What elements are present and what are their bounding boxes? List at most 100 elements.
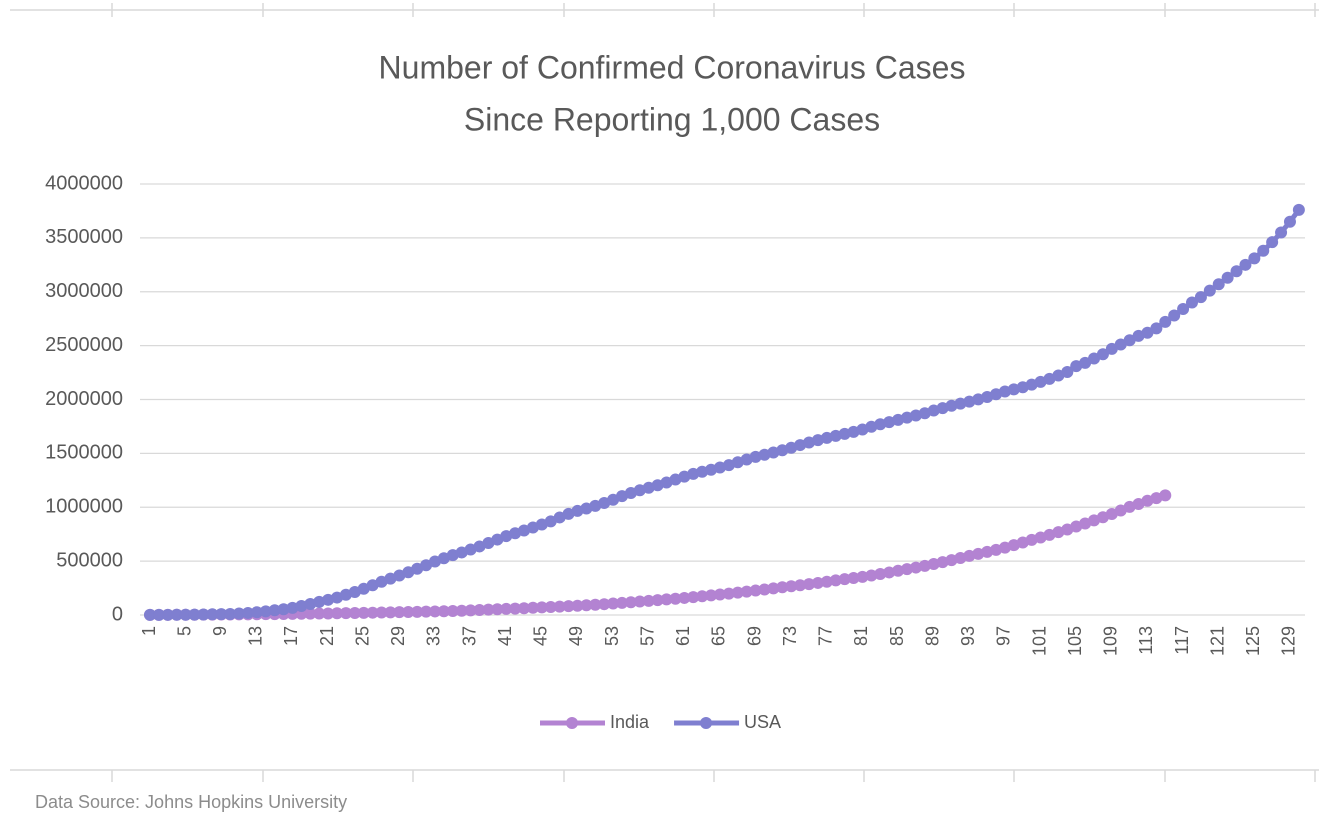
data-point (277, 603, 290, 616)
data-point (259, 605, 272, 618)
data-point (473, 604, 486, 617)
data-point (865, 569, 878, 582)
data-point (295, 599, 308, 612)
data-point (446, 604, 459, 617)
data-point (598, 598, 611, 611)
y-tick-label: 4000000 (45, 172, 123, 194)
data-point (331, 607, 344, 620)
data-point (206, 608, 219, 621)
data-point (660, 593, 673, 606)
data-point (811, 576, 824, 589)
y-tick-label: 500000 (56, 549, 123, 571)
data-point (1061, 366, 1074, 379)
data-point (437, 605, 450, 618)
data-point (357, 606, 370, 619)
x-tick-label: 125 (1243, 626, 1263, 656)
data-point (1203, 284, 1216, 297)
data-point (509, 602, 522, 615)
x-tick-label: 85 (887, 626, 907, 646)
data-point (722, 587, 735, 600)
data-point (482, 603, 495, 616)
data-point (518, 602, 531, 615)
x-tick-label: 45 (531, 626, 551, 646)
data-point (393, 606, 406, 619)
data-point (883, 566, 896, 579)
data-point (624, 596, 637, 609)
data-point (224, 607, 237, 620)
y-tick-label: 1000000 (45, 496, 123, 518)
data-point (562, 600, 575, 613)
x-tick-label: 5 (174, 626, 194, 636)
data-point (571, 599, 584, 612)
data-point (152, 608, 165, 621)
data-point (589, 598, 602, 611)
data-point (838, 573, 851, 586)
data-point (749, 584, 762, 597)
data-point (1292, 203, 1305, 216)
data-point (179, 608, 192, 621)
data-point (339, 607, 352, 620)
x-tick-label: 61 (673, 626, 693, 646)
data-point (731, 586, 744, 599)
x-tick-label: 53 (602, 626, 622, 646)
y-tick-label: 2500000 (45, 334, 123, 356)
data-point (170, 608, 183, 621)
data-point (1230, 265, 1243, 278)
data-point (188, 608, 201, 621)
data-point (553, 600, 566, 613)
y-tick-label: 0 (112, 603, 123, 625)
data-point (1283, 215, 1296, 228)
data-point (1239, 258, 1252, 271)
data-point (651, 594, 664, 607)
data-point (785, 580, 798, 593)
data-point (892, 564, 905, 577)
data-point (304, 607, 317, 620)
x-tick-label: 113 (1136, 626, 1156, 655)
data-point (402, 605, 415, 618)
legend-marker (700, 717, 713, 729)
data-point (767, 582, 780, 595)
x-tick-label: 25 (352, 626, 372, 646)
data-point (250, 606, 263, 619)
data-point (526, 601, 539, 614)
x-tick-label: 69 (744, 626, 764, 646)
data-point (1088, 352, 1101, 365)
data-point (803, 578, 816, 591)
data-point (1186, 296, 1199, 309)
data-point (455, 604, 468, 617)
legend-label: India (610, 712, 650, 732)
x-tick-label: 117 (1172, 626, 1192, 655)
data-point (1096, 348, 1109, 361)
data-point (580, 599, 593, 612)
data-point (464, 604, 477, 617)
x-tick-label: 33 (424, 626, 444, 646)
legend-item: USA (674, 712, 781, 732)
data-point (856, 570, 869, 583)
data-point (1150, 322, 1163, 335)
data-point (1159, 489, 1172, 502)
x-tick-label: 101 (1029, 626, 1049, 656)
data-point (215, 608, 228, 621)
data-point (901, 563, 914, 576)
data-point (678, 591, 691, 604)
data-point (1266, 236, 1279, 249)
data-point (633, 595, 646, 608)
data-point (241, 606, 254, 619)
data-point (927, 558, 940, 571)
chart-title: Number of Confirmed Coronavirus Cases (379, 49, 966, 85)
data-point (1168, 309, 1181, 322)
x-tick-label: 105 (1065, 626, 1085, 656)
data-point (847, 572, 860, 585)
y-tick-label: 3000000 (45, 280, 123, 302)
frame (10, 3, 1319, 782)
x-tick-label: 93 (958, 626, 978, 646)
data-point (794, 579, 807, 592)
data-point (268, 604, 281, 617)
data-point (1248, 252, 1261, 265)
data-point (909, 561, 922, 574)
data-point (500, 602, 513, 615)
data-point (322, 607, 335, 620)
data-point (375, 606, 388, 619)
x-tick-label: 1 (139, 626, 159, 636)
